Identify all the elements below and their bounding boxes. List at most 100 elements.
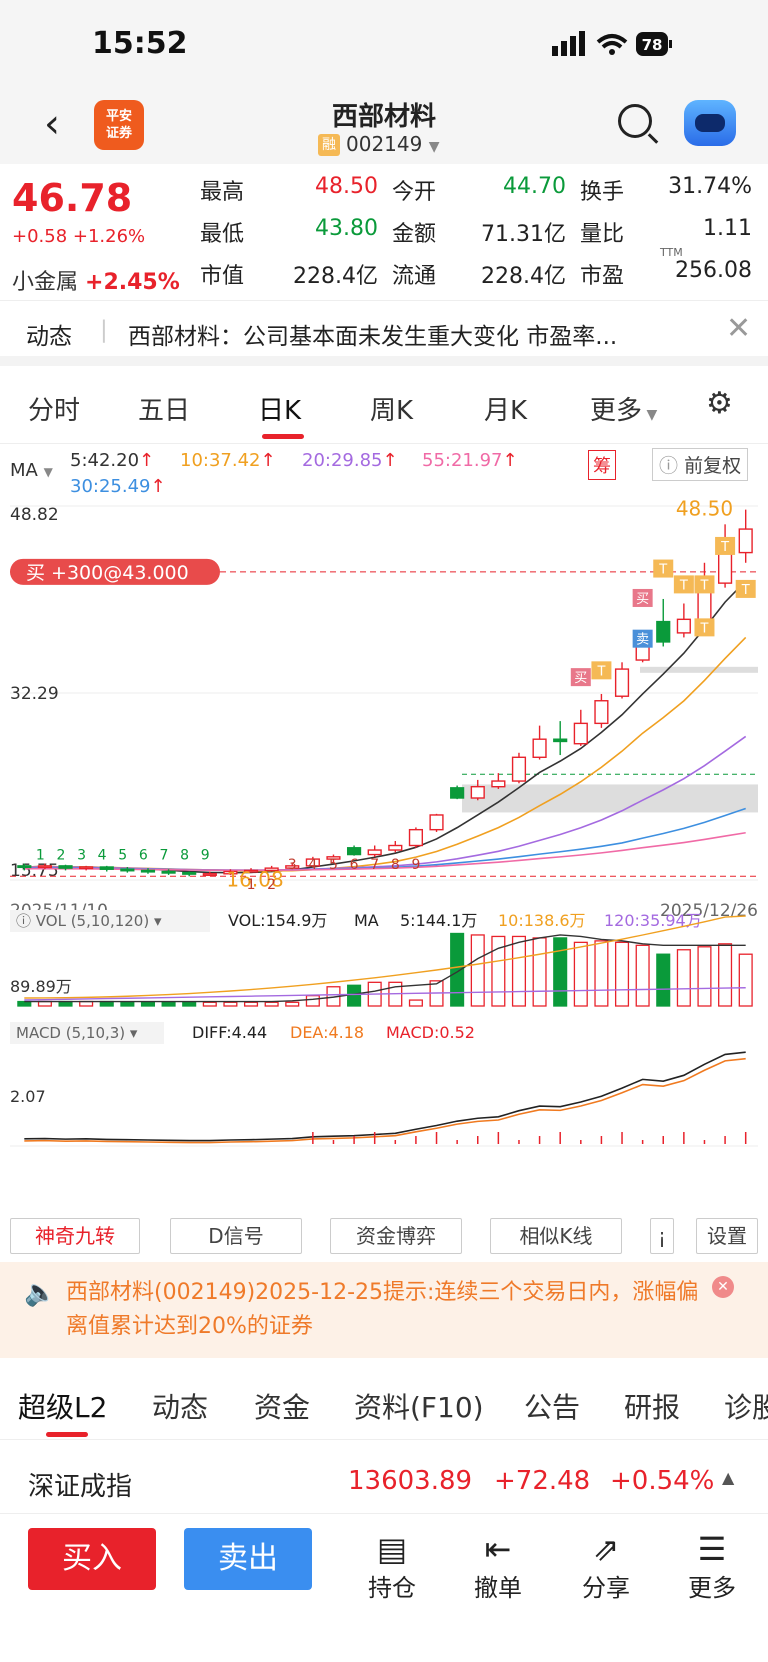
quote-label: 换手 xyxy=(580,180,625,205)
index-change: +72.48 xyxy=(494,1466,591,1496)
stock-code-selector[interactable]: 融 002149 ▼ xyxy=(318,132,440,156)
volume-bar xyxy=(511,935,527,1007)
active-tab-indicator xyxy=(46,1432,88,1437)
nine-turn-count: 8 xyxy=(391,857,400,873)
quote-panel: 46.78 +0.58 +1.26% 小金属 +2.45% 最高 48.50 今开 4… xyxy=(0,164,768,300)
indicator-tools: 神奇九转 D信号 资金博弈 相似K线 ¡ 设置 xyxy=(0,1218,768,1258)
diff-line xyxy=(24,1051,746,1142)
quote-label: 最低 xyxy=(200,222,245,247)
ma10-line xyxy=(24,636,747,872)
alert-text: 西部材料(002149)2025-12-25提示:连续三个交易日内，涨幅偏离值累… xyxy=(66,1280,699,1339)
undo-icon: ⇤ xyxy=(484,1530,512,1568)
quote-value: 228.4亿 xyxy=(293,264,378,289)
tab-more[interactable]: 更多 ▼ xyxy=(590,396,658,426)
tab-intraday[interactable]: 分时 xyxy=(28,396,81,426)
tool-settings[interactable]: 设置 xyxy=(696,1218,758,1254)
more-button[interactable]: ☰ 更多 xyxy=(672,1530,752,1603)
macd-selector xyxy=(10,1022,164,1044)
candle-body xyxy=(161,870,176,874)
trade-marker xyxy=(694,575,715,594)
sector-change[interactable]: 小金属 +2.45% xyxy=(12,270,180,295)
candle-body xyxy=(388,844,403,851)
share-icon: ⇗ xyxy=(592,1530,620,1568)
tab-five-day[interactable]: 五日 xyxy=(138,396,191,426)
cancel-order-button[interactable]: ⇤ 撤单 xyxy=(458,1530,538,1603)
candle-body xyxy=(532,738,547,758)
vol-ma-label: MA xyxy=(354,911,379,930)
trade-marker xyxy=(694,618,715,637)
low-price-label: 16.08 xyxy=(226,867,283,891)
ma5-line xyxy=(24,580,747,874)
assistant-robot-icon[interactable] xyxy=(684,100,736,146)
search-icon[interactable] xyxy=(618,104,652,138)
tab-research[interactable]: 研报 xyxy=(624,1391,681,1424)
tab-daily-k[interactable]: 日K xyxy=(258,396,302,426)
status-bar: 15:52 78 xyxy=(0,0,768,90)
tool-d-signal[interactable]: D信号 xyxy=(170,1218,302,1254)
ma55-line xyxy=(24,831,746,872)
quote-value: 228.4亿 xyxy=(481,264,566,289)
chip-distribution-button[interactable]: 筹 xyxy=(588,450,616,480)
quote-value: 43.80 xyxy=(315,216,378,241)
nine-turn-count: 4 xyxy=(308,857,317,873)
volume-bar xyxy=(120,1001,135,1007)
ma10-value: 10:37.42↑ xyxy=(180,450,276,471)
tab-monthly-k[interactable]: 月K xyxy=(484,396,528,426)
volume-bar xyxy=(140,1001,156,1007)
candle-body xyxy=(614,668,630,697)
volume-bar xyxy=(470,934,485,1007)
gear-icon[interactable]: ⚙ xyxy=(706,386,733,421)
nine-turn-count: 6 xyxy=(350,857,359,873)
back-icon[interactable]: ‹ xyxy=(44,101,60,147)
tool-nine-turn[interactable]: 神奇九转 xyxy=(10,1218,140,1254)
volume-bar xyxy=(243,1001,259,1007)
tab-super-l2[interactable]: 超级L2 xyxy=(18,1391,108,1424)
trade-marker-text: T xyxy=(679,578,688,593)
trade-marker xyxy=(715,536,736,555)
tab-capital[interactable]: 资金 xyxy=(254,1391,311,1424)
tool-similar-k[interactable]: 相似K线 xyxy=(490,1218,622,1254)
volume-bar xyxy=(532,937,547,1007)
index-ticker[interactable]: 深证成指 13603.89 +72.48 +0.54% ▲ xyxy=(0,1450,768,1514)
volume-bar xyxy=(182,1001,197,1007)
quote-value: 256.08 xyxy=(675,258,752,283)
tool-capital-game[interactable]: 资金博弈 xyxy=(330,1218,462,1254)
risk-alert: 🔈 西部材料(002149)2025-12-25提示:连续三个交易日内，涨幅偏离… xyxy=(0,1262,768,1358)
trade-marker xyxy=(591,661,612,680)
nine-turn-count: 8 xyxy=(180,848,189,864)
pressure-zone xyxy=(462,784,758,813)
tab-news[interactable]: 动态 xyxy=(152,1391,209,1424)
candle-body xyxy=(285,865,300,869)
quote-value: 71.31亿 xyxy=(481,222,566,247)
nine-turn-count: 5 xyxy=(118,848,127,864)
pressure-zone xyxy=(640,666,758,673)
stock-name: 西部材料 xyxy=(331,102,436,132)
nine-turn-count: 9 xyxy=(201,848,210,864)
candle-body xyxy=(120,868,135,872)
candle-body xyxy=(37,865,53,869)
tab-f10[interactable]: 资料(F10) xyxy=(354,1391,484,1424)
ma-selector[interactable]: MA ▼ xyxy=(10,460,53,481)
tab-diagnosis[interactable]: 诊股 xyxy=(724,1391,768,1424)
candle-body xyxy=(58,865,73,869)
signal-wifi-battery-icon: 78 xyxy=(552,31,672,56)
macd-diff: DIFF:4.44 xyxy=(192,1023,267,1042)
buy-button[interactable]: 买入 xyxy=(28,1528,156,1590)
share-button[interactable]: ⇗ 分享 xyxy=(566,1530,646,1603)
candle-body xyxy=(450,787,465,799)
candle-body xyxy=(346,847,362,856)
news-ticker[interactable]: 动态 | 西部材料：公司基本面未发生重大变化 市盈率... ✕ xyxy=(0,300,768,366)
tab-weekly-k[interactable]: 周K xyxy=(370,396,414,426)
candle-body xyxy=(99,866,114,870)
sell-button[interactable]: 卖出 xyxy=(184,1528,312,1590)
holdings-button[interactable]: ▤ 持仓 xyxy=(352,1530,432,1603)
trade-tag-text: 买 +300@43.000 xyxy=(26,562,189,584)
candle-body xyxy=(17,865,32,869)
expand-up-icon[interactable]: ▲ xyxy=(722,1468,735,1487)
close-icon[interactable]: ✕ xyxy=(726,311,752,346)
close-icon[interactable]: ✕ xyxy=(712,1276,734,1298)
tab-announcements[interactable]: 公告 xyxy=(524,1391,581,1424)
tool-overflow[interactable]: ¡ xyxy=(650,1218,674,1254)
adjust-mode-button[interactable]: ⓘ 前复权 xyxy=(652,448,749,481)
